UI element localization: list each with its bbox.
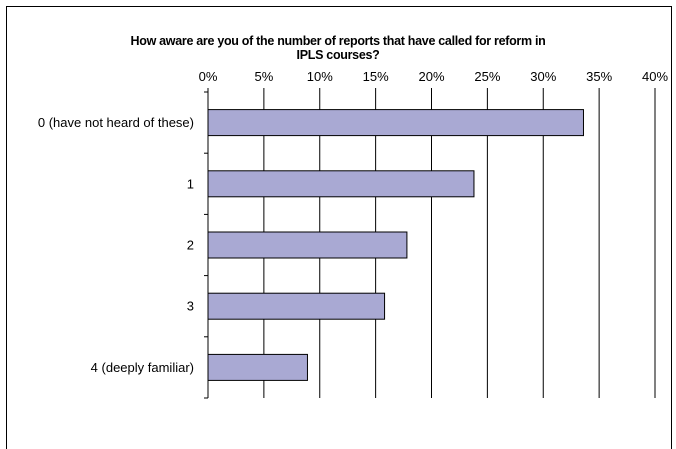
bar-1 (207, 170, 475, 198)
bars (207, 109, 584, 381)
gridlines (263, 92, 656, 398)
category-label-0: 0 (have not heard of these) (38, 115, 194, 130)
x-tick-label-1: 5% (254, 69, 273, 84)
axes (204, 88, 656, 399)
x-tick-label-2: 10% (307, 69, 333, 84)
category-label-3: 3 (187, 299, 194, 314)
x-tick-label-3: 15% (363, 69, 389, 84)
category-label-1: 1 (187, 176, 194, 191)
category-label-4: 4 (deeply familiar) (91, 360, 194, 375)
bar-4 (207, 353, 308, 381)
x-tick-label-0: 0% (199, 69, 218, 84)
x-tick-label-5: 25% (474, 69, 500, 84)
bar-0 (207, 109, 584, 137)
chart-title-line-1: How aware are you of the number of repor… (130, 34, 546, 48)
x-tick-label-8: 40% (642, 69, 668, 84)
bar-3 (207, 292, 386, 320)
category-label-2: 2 (187, 238, 194, 253)
bar-2 (207, 231, 408, 259)
labels: 0% 5% 10% 15% 20% 25% 30% 35% 40% 0 (have not hea… (38, 69, 669, 375)
x-tick-label-7: 35% (586, 69, 612, 84)
chart-frame (6, 6, 672, 449)
x-tick-label-6: 30% (530, 69, 556, 84)
chart-title-line-2: IPLS courses? (296, 48, 380, 62)
x-tick-label-4: 20% (418, 69, 444, 84)
